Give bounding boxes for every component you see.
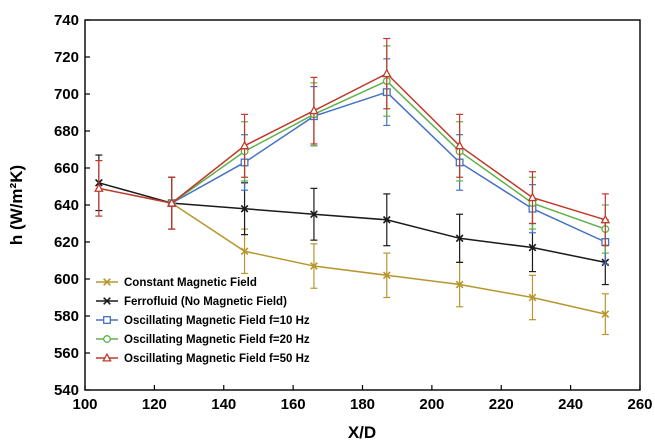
data-point (455, 234, 464, 243)
data-point (382, 271, 391, 280)
data-point (382, 215, 391, 224)
legend-label: Oscillating Magnetic Field f=10 Hz (124, 315, 310, 327)
data-point (103, 316, 111, 324)
legend: Constant Magnetic Field Ferrofluid (No Ma… (96, 277, 310, 365)
series-5 (94, 37, 611, 247)
x-axis-title: X/D (348, 423, 376, 442)
y-tick-label: 720 (54, 49, 79, 66)
legend-item: Oscillating Magnetic Field f=20 Hz (96, 334, 310, 346)
data-point (528, 293, 537, 302)
data-point (94, 183, 104, 192)
y-tick-label: 560 (54, 345, 79, 362)
y-tick-label: 580 (54, 308, 79, 325)
data-point (527, 192, 538, 202)
x-axis-ticks: 100 120 140 160 180 200 220 240 260 (72, 385, 653, 413)
data-point (455, 280, 464, 289)
legend-label: Ferrofluid (No Magnetic Field) (124, 296, 287, 308)
series-line (98, 182, 606, 264)
data-point (528, 243, 537, 252)
x-tick-label: 240 (558, 396, 583, 413)
series-layer (94, 37, 611, 336)
y-tick-label: 740 (54, 12, 79, 29)
plot-area (84, 19, 641, 391)
y-tick-label: 620 (54, 234, 79, 251)
data-point (102, 352, 112, 362)
y-axis-ticks: 540 560 580 600 620 640 660 680 700 720 740 (54, 12, 90, 399)
legend-item: Oscillating Magnetic Field f=50 Hz (96, 352, 310, 365)
legend-item: Constant Magnetic Field (96, 277, 257, 289)
data-point (310, 210, 318, 219)
x-tick-label: 120 (142, 396, 167, 413)
legend-label: Oscillating Magnetic Field f=50 Hz (124, 353, 310, 365)
legend-item: Ferrofluid (No Magnetic Field) (96, 296, 287, 308)
x-tick-label: 200 (419, 396, 444, 413)
y-tick-label: 600 (54, 271, 79, 288)
data-point (240, 204, 249, 213)
data-point (166, 197, 177, 207)
data-point (239, 140, 250, 150)
x-tick-label: 220 (489, 396, 514, 413)
data-point (309, 105, 319, 115)
x-tick-label: 140 (211, 396, 236, 413)
y-tick-label: 700 (54, 86, 79, 103)
data-point (310, 262, 318, 270)
y-tick-label: 640 (54, 197, 79, 214)
legend-label: Oscillating Magnetic Field f=20 Hz (124, 334, 310, 346)
x-tick-label: 260 (627, 396, 652, 413)
data-point (103, 278, 111, 286)
legend-label: Constant Magnetic Field (124, 277, 257, 289)
data-point (240, 247, 249, 256)
data-point (103, 335, 111, 343)
y-tick-label: 540 (54, 382, 79, 399)
series-line (98, 72, 606, 221)
data-point (601, 310, 610, 319)
data-point (381, 68, 392, 78)
x-tick-label: 100 (72, 396, 97, 413)
data-point (454, 140, 465, 150)
data-point (600, 214, 611, 224)
y-tick-label: 660 (54, 160, 79, 177)
legend-item: Oscillating Magnetic Field f=10 Hz (96, 315, 310, 327)
data-point (103, 297, 111, 305)
y-axis-title: h (W/m²K) (7, 165, 26, 245)
x-tick-label: 180 (350, 396, 375, 413)
y-tick-label: 680 (54, 123, 79, 140)
x-tick-label: 160 (281, 396, 306, 413)
